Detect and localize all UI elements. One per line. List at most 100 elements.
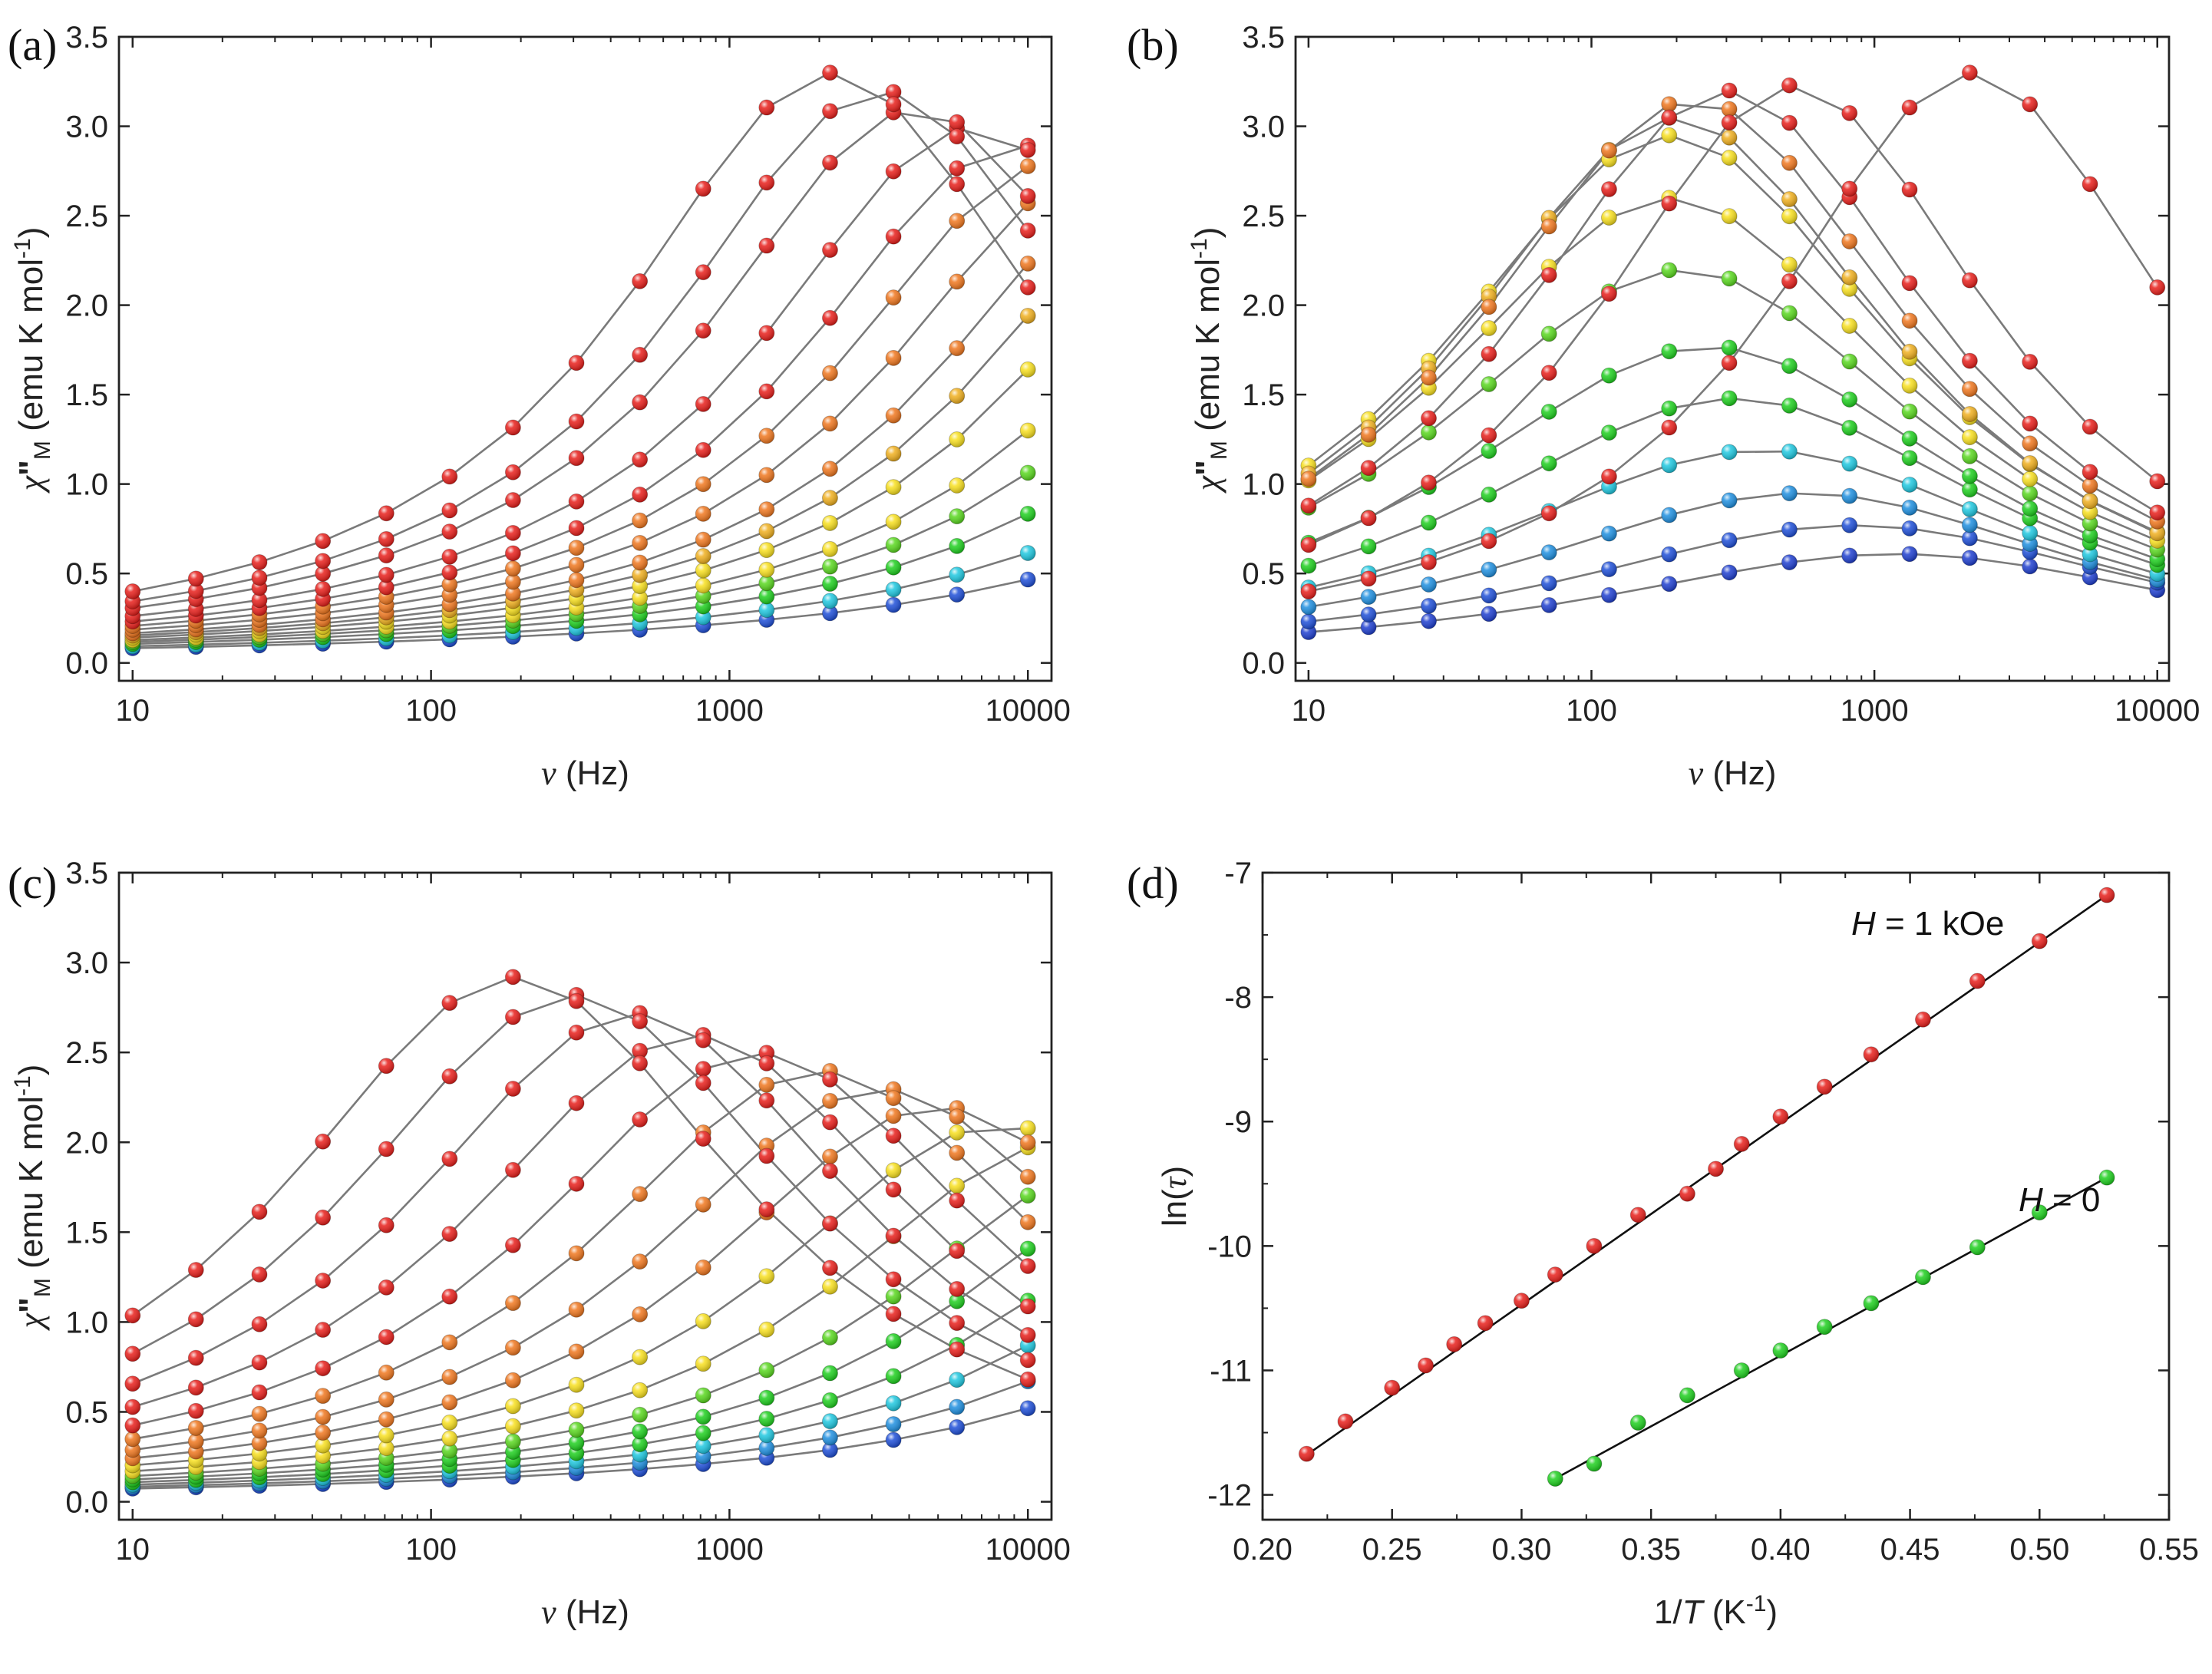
series-markers-1 xyxy=(124,969,1036,1388)
data-point-shade xyxy=(1661,420,1677,436)
data-point-shade xyxy=(632,347,648,363)
x-tick-label: 0.30 xyxy=(1491,1533,1551,1567)
data-point-shade xyxy=(886,446,902,462)
x-tick-label: 10000 xyxy=(985,694,1071,728)
data-point-shade xyxy=(188,1433,204,1449)
data-point-shade xyxy=(569,1245,585,1261)
data-point-shade xyxy=(1421,554,1437,570)
data-point-shade xyxy=(758,575,774,591)
data-point-shade xyxy=(1902,404,1918,420)
plot-area xyxy=(1300,64,2166,641)
y-label-superscript: -1 xyxy=(10,238,35,259)
data-point-shade xyxy=(1661,457,1677,474)
data-point-shade xyxy=(695,396,711,412)
data-point-shade xyxy=(758,1440,774,1456)
data-point-shade xyxy=(569,993,585,1009)
data-point-shade xyxy=(569,1343,585,1359)
data-point-shade xyxy=(1841,420,1857,436)
data-point-shade xyxy=(1962,353,1978,369)
x-tick-label: 1000 xyxy=(1841,694,1909,728)
data-point-shade xyxy=(505,420,521,436)
data-point-shade xyxy=(2022,500,2038,517)
data-point-shade xyxy=(251,592,267,608)
data-point-shade xyxy=(1962,530,1978,546)
data-point-shade xyxy=(1361,427,1377,443)
x-label-unit: (Hz) xyxy=(556,1593,629,1631)
data-point-shade xyxy=(1781,273,1798,289)
y-tick-label: 0.5 xyxy=(65,557,108,591)
data-point-shade xyxy=(378,1329,395,1345)
chart-panel-d: (d) -12 -11 -10 -9 -8 -7 0.20 0.25 0.30 0.35 0.40 0.… xyxy=(1127,857,2199,1631)
data-point-shade xyxy=(1661,96,1677,112)
data-point-shade xyxy=(949,213,965,229)
series-markers-13 xyxy=(1300,517,2166,630)
y-label-unit: (emu K mol xyxy=(12,259,50,441)
data-point-shade xyxy=(1734,1362,1750,1378)
x-tick-label: 100 xyxy=(1566,694,1617,728)
y-label-close: ) xyxy=(12,227,50,239)
data-point-shade xyxy=(2082,477,2098,494)
y-tick-label: 0.0 xyxy=(65,1486,108,1520)
data-point-shade xyxy=(949,1342,965,1358)
data-point-shade xyxy=(695,264,711,280)
data-point-shade xyxy=(2032,933,2048,949)
data-point-shade xyxy=(569,1025,585,1041)
data-point-shade xyxy=(1020,142,1036,158)
y-tick-label: -7 xyxy=(1224,857,1252,890)
data-point-shade xyxy=(949,1124,965,1141)
data-point-shade xyxy=(1541,267,1557,283)
data-point-shade xyxy=(1300,599,1316,615)
y-tick-label: 2.5 xyxy=(65,200,108,233)
data-point-shade xyxy=(1722,83,1738,99)
y-label-superscript: -1 xyxy=(1187,238,1212,259)
data-point-shade xyxy=(2022,435,2038,451)
data-point-shade xyxy=(822,1329,838,1345)
x-tick-label: 0.35 xyxy=(1621,1533,1681,1567)
data-point-shade xyxy=(1722,355,1738,371)
data-point-shade xyxy=(1679,1186,1695,1202)
data-point-shade xyxy=(1361,606,1377,622)
data-point-shade xyxy=(949,566,965,583)
data-point-shade xyxy=(1841,318,1857,334)
data-point-shade xyxy=(1300,497,1316,513)
y-label-subscript: M xyxy=(1207,441,1232,460)
y-tick-label: 1.5 xyxy=(1242,378,1285,412)
data-point-shade xyxy=(822,242,838,258)
data-point-shade xyxy=(1481,376,1497,392)
data-point-shade xyxy=(2022,471,2038,487)
y-label-close: ) xyxy=(1189,227,1227,239)
data-point-shade xyxy=(1661,507,1677,523)
data-point-shade xyxy=(1421,474,1437,490)
data-point-shade xyxy=(1421,515,1437,531)
data-point-shade xyxy=(822,1148,838,1164)
x-label-symbol: ν xyxy=(1689,754,1704,792)
y-tick-label: 1.0 xyxy=(65,1306,108,1339)
data-point-shade xyxy=(251,554,267,570)
data-point-shade xyxy=(758,1427,774,1443)
data-point-shade xyxy=(1841,353,1857,369)
data-point-shade xyxy=(1020,1299,1036,1315)
x-label-unit: (Hz) xyxy=(1703,754,1776,792)
data-point-shade xyxy=(2099,887,2115,903)
data-point-shade xyxy=(251,1266,267,1283)
data-point-shade xyxy=(1781,444,1798,460)
data-point-shade xyxy=(505,573,521,589)
data-point-shade xyxy=(1541,505,1557,521)
data-point-shade xyxy=(2149,279,2165,296)
data-point-shade xyxy=(1902,477,1918,493)
data-point-shade xyxy=(1421,370,1437,386)
data-point-shade xyxy=(2082,464,2098,480)
data-point-shade xyxy=(2022,96,2038,112)
data-point-shade xyxy=(1902,450,1918,466)
data-point-shade xyxy=(1547,1266,1563,1283)
data-point-shade xyxy=(1541,544,1557,560)
data-point-shade xyxy=(758,174,774,190)
data-point-shade xyxy=(949,586,965,603)
data-point-shade xyxy=(2099,1170,2115,1186)
data-point-shade xyxy=(949,114,965,130)
series-markers-14 xyxy=(1300,546,2166,641)
data-point-shade xyxy=(1841,105,1857,121)
panel-letter: (c) xyxy=(8,858,57,908)
plot-area xyxy=(1298,887,2115,1487)
data-point-shade xyxy=(695,322,711,338)
